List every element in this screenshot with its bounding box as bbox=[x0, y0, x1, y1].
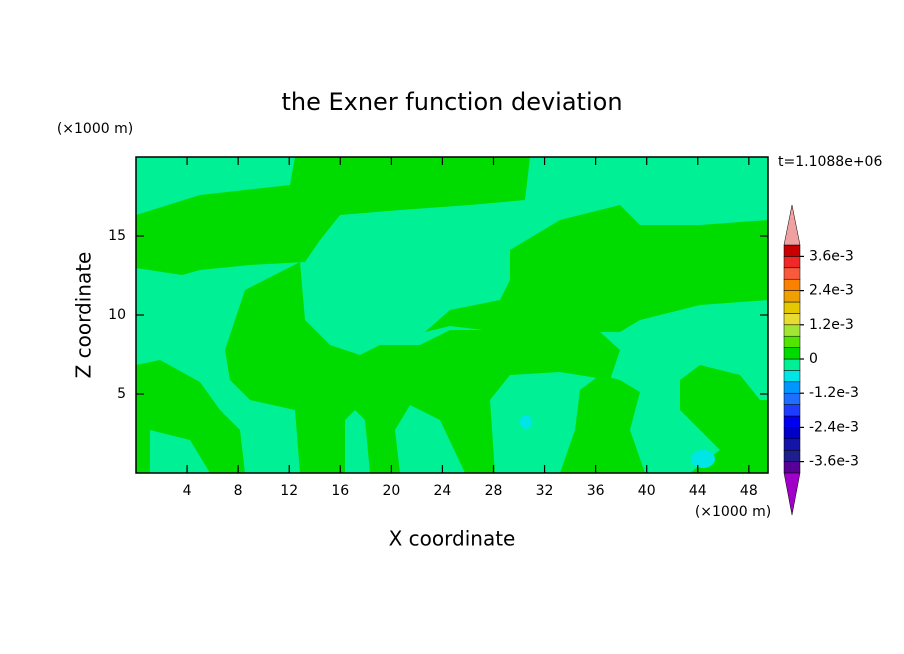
colorbar-label: -3.6e-3 bbox=[809, 454, 859, 470]
colorbar-label: 1.2e-3 bbox=[809, 317, 854, 333]
x-tick-label: 48 bbox=[740, 483, 758, 499]
y-tick-label: 15 bbox=[108, 228, 126, 244]
time-label: t=1.1088e+06 bbox=[778, 154, 882, 170]
x-tick-label: 4 bbox=[183, 483, 192, 499]
colorbar-box bbox=[783, 358, 801, 371]
x-tick-label: 8 bbox=[234, 483, 243, 499]
contour-region bbox=[136, 360, 245, 473]
chart-title: the Exner function deviation bbox=[281, 88, 622, 116]
colorbar-box bbox=[783, 335, 801, 348]
y-tick-label: 10 bbox=[108, 307, 126, 323]
y-axis-label: Z coordinate bbox=[72, 252, 96, 379]
colorbar-box bbox=[783, 415, 801, 428]
x-axis-label: X coordinate bbox=[389, 527, 516, 551]
colorbar-box bbox=[783, 313, 801, 326]
contour-region bbox=[560, 375, 645, 473]
colorbar-triangle bbox=[783, 472, 801, 516]
colorbar-box bbox=[783, 392, 801, 405]
colorbar-box bbox=[783, 381, 801, 394]
x-tick-label: 44 bbox=[689, 483, 707, 499]
colorbar-box bbox=[783, 278, 801, 291]
colorbar-box bbox=[783, 438, 801, 451]
x-tick-label: 20 bbox=[382, 483, 400, 499]
contour-region bbox=[425, 205, 768, 332]
colorbar-box bbox=[783, 256, 801, 269]
contour-region bbox=[680, 365, 768, 473]
colorbar-box bbox=[783, 427, 801, 440]
contour-region bbox=[225, 262, 620, 473]
x-unit: (×1000 m) bbox=[695, 504, 771, 520]
x-tick-label: 12 bbox=[280, 483, 298, 499]
x-tick-label: 40 bbox=[638, 483, 656, 499]
contour-region bbox=[136, 157, 530, 275]
colorbar-label: 2.4e-3 bbox=[809, 283, 854, 299]
x-tick-label: 36 bbox=[587, 483, 605, 499]
colorbar-box bbox=[783, 404, 801, 417]
colorbar-box bbox=[783, 449, 801, 462]
colorbar-box bbox=[783, 301, 801, 314]
x-tick-label: 24 bbox=[434, 483, 452, 499]
colorbar-label: 3.6e-3 bbox=[809, 248, 854, 264]
contour-region bbox=[691, 450, 715, 468]
x-tick-label: 28 bbox=[485, 483, 503, 499]
y-tick-label: 5 bbox=[117, 386, 126, 402]
colorbar-box bbox=[783, 290, 801, 303]
colorbar-box bbox=[783, 324, 801, 337]
colorbar-box bbox=[783, 347, 801, 360]
colorbar-box bbox=[783, 461, 801, 474]
colorbar-triangle bbox=[783, 204, 801, 246]
colorbar-box bbox=[783, 267, 801, 280]
contour-region bbox=[520, 415, 532, 429]
x-tick-label: 16 bbox=[331, 483, 349, 499]
colorbar-box bbox=[783, 244, 801, 257]
x-tick-label: 32 bbox=[536, 483, 554, 499]
colorbar-label: -1.2e-3 bbox=[809, 385, 859, 401]
colorbar-label: 0 bbox=[809, 351, 818, 367]
y-unit: (×1000 m) bbox=[57, 121, 133, 137]
colorbar-label: -2.4e-3 bbox=[809, 419, 859, 435]
colorbar-box bbox=[783, 370, 801, 383]
